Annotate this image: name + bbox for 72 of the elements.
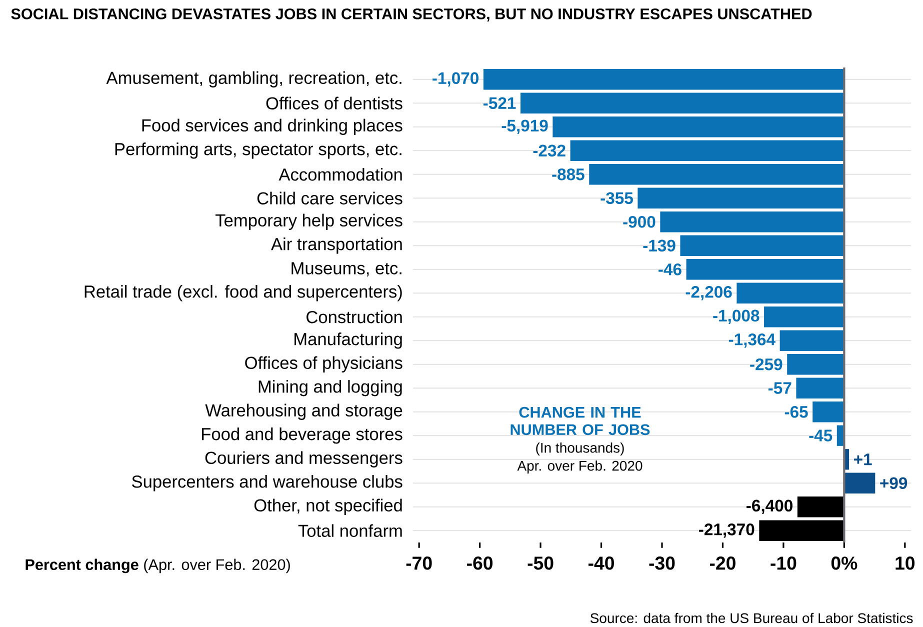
bar [780,330,844,351]
x-tick-label: 0% [831,556,858,570]
y-tick-label: Performing arts, spectator sports, etc. [115,142,402,159]
bar [680,235,844,256]
x-axis-title: Percent change (Apr. over Feb. 2020) [26,558,290,574]
y-tick-label: Museums, etc. [292,262,402,276]
y-tick-label: Total nonfarm [298,524,402,537]
bar [589,164,844,185]
annotation: +99 [880,477,908,490]
bar [796,378,844,398]
annotation: -885 [552,168,584,180]
annotation: -65 [784,406,808,418]
y-tick-label: Offices of physicians [245,356,402,372]
y-tick-label: Supercenters and warehouse clubs [132,475,402,492]
annotation: -355 [600,192,633,204]
annotation: CHANGE IN THE NUMBER OF JOBS [510,406,650,436]
x-tick-label: -50 [528,556,554,570]
y-tick-label: Couriers and messengers [205,451,402,468]
y-tick-label: Manufacturing [294,332,402,349]
y-tick-label: Amusement, gambling, recreation, etc. [106,71,402,88]
x-tick-label: -20 [710,556,736,570]
annotation: -57 [768,382,792,394]
annotation: -232 [533,144,566,157]
annotation: +1 [854,454,872,466]
bar [797,496,844,518]
x-tick-label: -40 [588,556,614,570]
bar [764,306,844,328]
source-note: Source: data from the US Bureau of Labor Statistics [590,612,913,624]
y-tick-label: Child care services [257,192,402,204]
chart-title: SOCIAL DISTANCING DEVASTATES JOBS IN CERTAIN SECTORS, BUT NO INDUSTRY ESCAPES UNSCATHED [11,8,812,22]
y-tick-label: Temporary help services [216,214,402,230]
annotation: -1,008 [713,310,760,324]
annotation: -900 [623,216,656,228]
bar [570,140,844,161]
bar [787,354,844,375]
bar [552,116,844,138]
bar [686,259,844,280]
annotation: -6,400 [746,500,792,514]
annotation: -2,206 [686,286,732,300]
annotation: Apr. over Feb. 2020 [517,460,642,474]
y-tick-label: Air transportation [271,238,402,254]
bar [638,188,844,208]
annotation: (In thousands) [536,442,624,456]
x-tick-label: 10 [896,556,915,570]
y-tick-label: Other, not specified [254,498,402,515]
annotation: -521 [484,97,516,110]
bar [736,282,844,304]
annotation: -46 [658,263,682,276]
bar [844,472,876,494]
y-tick-label: Accommodation [278,168,402,181]
x-tick-label: -70 [406,556,432,570]
annotation: -5,919 [502,120,548,134]
y-tick-label: Food and beverage stores [202,428,402,444]
y-tick-label: Mining and logging [258,380,402,396]
bar [483,69,844,90]
annotation: -139 [643,240,676,252]
x-tick-label: -30 [649,556,675,570]
bar [520,92,844,114]
annotation: -1,070 [432,72,479,86]
annotation: -21,370 [699,524,754,538]
x-tick-label: -60 [467,556,493,570]
bar [812,402,844,422]
y-tick-label: Retail trade (excl. food and supercenters) [84,285,402,302]
annotation: -259 [750,358,782,370]
annotation: -45 [809,430,832,442]
y-tick-label: Construction [306,310,402,324]
y-tick-label: Warehousing and storage [205,404,402,420]
y-tick-label: Food services and drinking places [142,118,402,135]
y-tick-label: Offices of dentists [266,96,402,110]
x-tick-label: -10 [770,556,796,570]
annotation: -1,364 [728,334,776,348]
bar [660,212,844,232]
